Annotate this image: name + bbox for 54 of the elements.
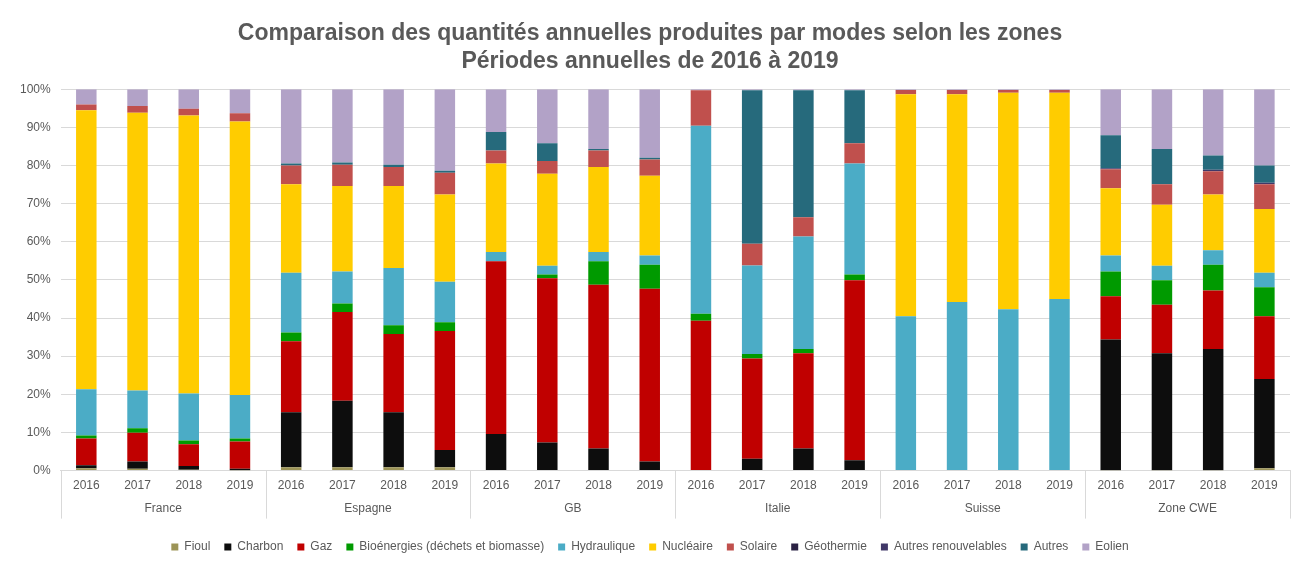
y-tick-label: 60%	[26, 234, 52, 249]
x-tick-label: 2016	[277, 478, 305, 493]
x-tick-label: 2016	[1097, 478, 1125, 493]
legend-label: Eolien	[1095, 539, 1129, 554]
x-tick-label: 2016	[72, 478, 100, 493]
legend-label: Autres renouvelables	[893, 539, 1007, 554]
y-tick-label: 90%	[26, 119, 52, 134]
x-tick-label: 2019	[1046, 478, 1074, 493]
x-tick-label: 2019	[636, 478, 664, 493]
legend-label: Géothermie	[804, 539, 868, 554]
legend-label: Nucléaire	[662, 539, 714, 554]
y-tick-label: 20%	[26, 386, 52, 401]
y-tick-label: 40%	[26, 310, 52, 325]
legend-label: Fioul	[184, 539, 211, 554]
text: France	[144, 500, 183, 515]
chart-subtitle: Périodes annuelles de 2016 à 2019	[461, 46, 839, 73]
y-tick-label: 70%	[26, 195, 52, 210]
x-tick-label: 2017	[1148, 478, 1176, 493]
x-tick-label: 2017	[329, 478, 357, 493]
x-tick-label: 2018	[994, 478, 1022, 493]
x-tick-label: 2017	[738, 478, 766, 493]
x-tick-label: 2018	[585, 478, 613, 493]
legend-label: Bioénergies (déchets et biomasse)	[359, 539, 545, 554]
text: Espagne	[344, 500, 393, 515]
x-tick-label: 2017	[124, 478, 152, 493]
x-tick-label: 2019	[841, 478, 869, 493]
text: Italie	[765, 500, 791, 515]
y-tick-label: 0%	[33, 462, 52, 477]
legend-label: Hydraulique	[571, 539, 636, 554]
x-tick-label: 2018	[1199, 478, 1227, 493]
x-tick-label: 2017	[533, 478, 561, 493]
legend-label: Solaire	[739, 539, 778, 554]
text: Suisse	[964, 500, 1001, 515]
x-tick-label: 2018	[790, 478, 818, 493]
text: Zone CWE	[1158, 500, 1217, 515]
x-tick-label: 2019	[226, 478, 254, 493]
x-tick-label: 2019	[431, 478, 459, 493]
y-tick-label: 10%	[26, 424, 52, 439]
x-tick-label: 2018	[380, 478, 408, 493]
x-tick-label: 2019	[1251, 478, 1279, 493]
x-tick-label: 2018	[175, 478, 203, 493]
chart-title: Comparaison des quantités annuelles produites par modes selon les zones	[237, 19, 1063, 46]
x-tick-label: 2016	[892, 478, 920, 493]
y-tick-label: 80%	[26, 157, 52, 172]
legend-label: Charbon	[237, 539, 284, 554]
text: GB	[564, 500, 582, 515]
y-tick-label: 30%	[26, 348, 52, 363]
y-tick-label: 100%	[19, 81, 52, 96]
y-tick-label: 50%	[26, 272, 52, 287]
legend-label: Gaz	[310, 539, 333, 554]
x-tick-label: 2017	[943, 478, 971, 493]
legend-label: Autres	[1033, 539, 1069, 554]
x-tick-label: 2016	[482, 478, 510, 493]
x-tick-label: 2016	[687, 478, 715, 493]
